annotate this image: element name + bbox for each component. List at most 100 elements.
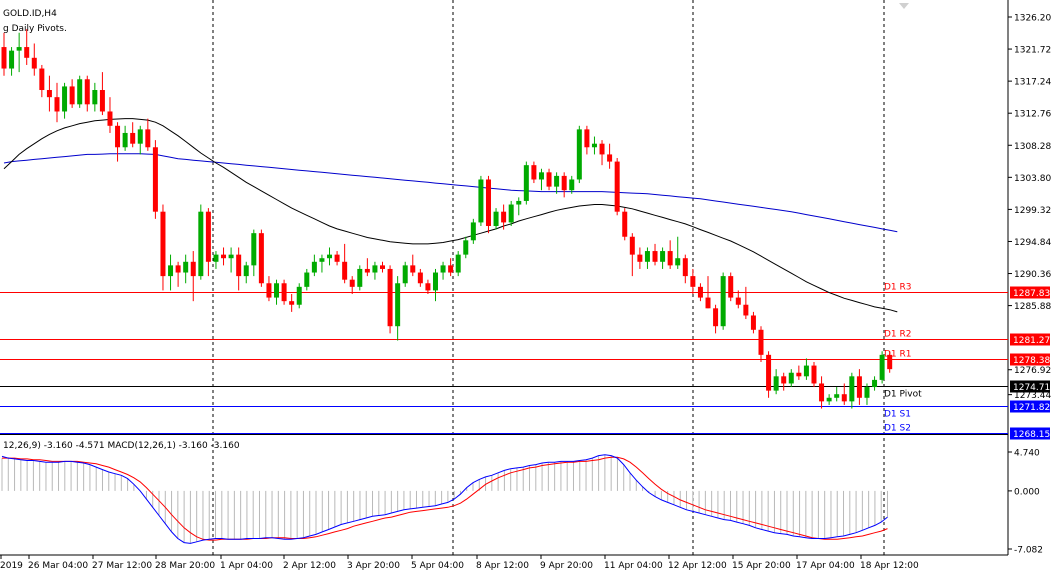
candle-body — [228, 254, 234, 259]
candle-body — [622, 211, 628, 237]
candle-body — [342, 261, 348, 280]
scroll-marker-icon[interactable] — [899, 3, 909, 9]
candle-body — [1, 47, 7, 69]
candle-body — [637, 254, 643, 262]
pivot-price-text: 1278.38 — [1013, 356, 1050, 366]
candle-body — [856, 376, 862, 398]
candle-body — [364, 268, 370, 273]
candle-body — [470, 222, 476, 241]
time-label: 9 Apr 20:00 — [540, 561, 593, 571]
time-label: 2019 — [0, 561, 23, 571]
macd-signal-line — [2, 456, 888, 541]
candle-body — [54, 97, 60, 112]
pivot-price-tag — [1010, 353, 1050, 366]
time-label: 1 Apr 04:00 — [220, 561, 273, 571]
candle-body — [137, 129, 143, 144]
candle-body — [274, 283, 280, 298]
candle-body — [130, 132, 136, 144]
pivot-price-tag — [1010, 380, 1050, 393]
candle-body — [122, 132, 128, 148]
candle-body — [660, 251, 666, 262]
candle-body — [410, 265, 416, 273]
candle-body — [281, 283, 287, 302]
time-label: 28 Mar 20:00 — [155, 561, 215, 571]
candle-body — [705, 297, 711, 309]
candle-body — [349, 279, 355, 287]
candle-body — [766, 354, 772, 391]
pivot-price-text: 1271.82 — [1013, 403, 1050, 413]
candle-body — [652, 251, 658, 262]
pivot-name-label: D1 Pivot — [884, 390, 922, 400]
candle-body — [720, 276, 726, 327]
candle-body — [667, 251, 673, 266]
candle-body — [879, 354, 885, 380]
price-tick-label: 1290.36 — [1014, 270, 1051, 280]
candle-body — [296, 286, 302, 305]
candle-body — [546, 172, 552, 187]
candle-body — [311, 261, 317, 273]
price-tick-label: 1276.92 — [1014, 366, 1051, 376]
candle-body — [258, 233, 264, 284]
candle-body — [205, 211, 211, 262]
candle-body — [887, 354, 893, 370]
pivot-levels: D1 R3 D1 R2 D1 R1 D1 Pivot D1 S1 D1 S2 — [0, 283, 1008, 434]
candle-body — [372, 265, 378, 273]
price-tick-label: 1326.20 — [1014, 14, 1051, 24]
candle-body — [77, 79, 83, 105]
candle-body — [773, 376, 779, 391]
time-label: 17 Apr 04:00 — [796, 561, 855, 571]
candle-body — [455, 254, 461, 273]
candle-body — [39, 68, 45, 91]
candle-body — [168, 265, 174, 277]
pivot-price-text: 1274.71 — [1013, 383, 1050, 393]
candle-body — [501, 211, 507, 223]
candle-body — [395, 283, 401, 327]
candle-body — [743, 304, 749, 316]
candle-body — [221, 254, 227, 259]
candle-body — [849, 376, 855, 402]
candle-body — [16, 47, 22, 51]
pivot-name-label: D1 S2 — [884, 424, 911, 434]
time-label: 18 Apr 12:00 — [860, 561, 919, 571]
pivot-name-label: D1 S1 — [884, 410, 911, 420]
candle-body — [599, 143, 605, 155]
candle-body — [758, 329, 764, 355]
price-tick-label: 1303.80 — [1014, 174, 1051, 184]
candle-body — [584, 129, 590, 148]
time-label: 5 Apr 04:00 — [411, 561, 464, 571]
candle-body — [9, 50, 15, 69]
candle-body — [190, 261, 196, 277]
candle-body — [463, 240, 469, 255]
candle-body — [478, 179, 484, 223]
candle-body — [508, 204, 514, 223]
candle-body — [357, 268, 363, 287]
candle-body — [99, 90, 105, 112]
candle-body — [213, 254, 219, 262]
candle-body — [69, 86, 75, 105]
candle-body — [440, 265, 446, 273]
candle-body — [538, 172, 544, 180]
candle-body — [569, 179, 575, 191]
candle-body — [266, 283, 272, 298]
candle-body — [516, 200, 522, 205]
candle-body — [644, 251, 650, 262]
price-tick-label: 1308.28 — [1014, 142, 1051, 152]
candle-body — [183, 261, 189, 273]
pivot-price-tag — [1010, 286, 1050, 299]
macd-axis: 4.740 0.000 -7.082 — [1008, 449, 1043, 556]
candle-body — [145, 129, 151, 148]
price-tick-label: 1299.32 — [1014, 206, 1051, 216]
candle-body — [243, 265, 249, 277]
candle-body — [629, 236, 635, 255]
time-label: 8 Apr 12:00 — [476, 561, 529, 571]
candle-body — [432, 272, 438, 291]
macd-tick-label: 0.000 — [1014, 487, 1040, 497]
time-label: 15 Apr 20:00 — [732, 561, 791, 571]
price-tick-label: 1321.72 — [1014, 46, 1051, 56]
pivot-price-labels: 1287.83 1281.27 1278.38 1274.71 1271.82 1268.… — [1010, 286, 1050, 440]
candle-body — [750, 315, 756, 330]
time-label: 11 Apr 04:00 — [604, 561, 663, 571]
candle-body — [115, 125, 121, 148]
pivot-price-text: 1268.15 — [1013, 430, 1050, 440]
